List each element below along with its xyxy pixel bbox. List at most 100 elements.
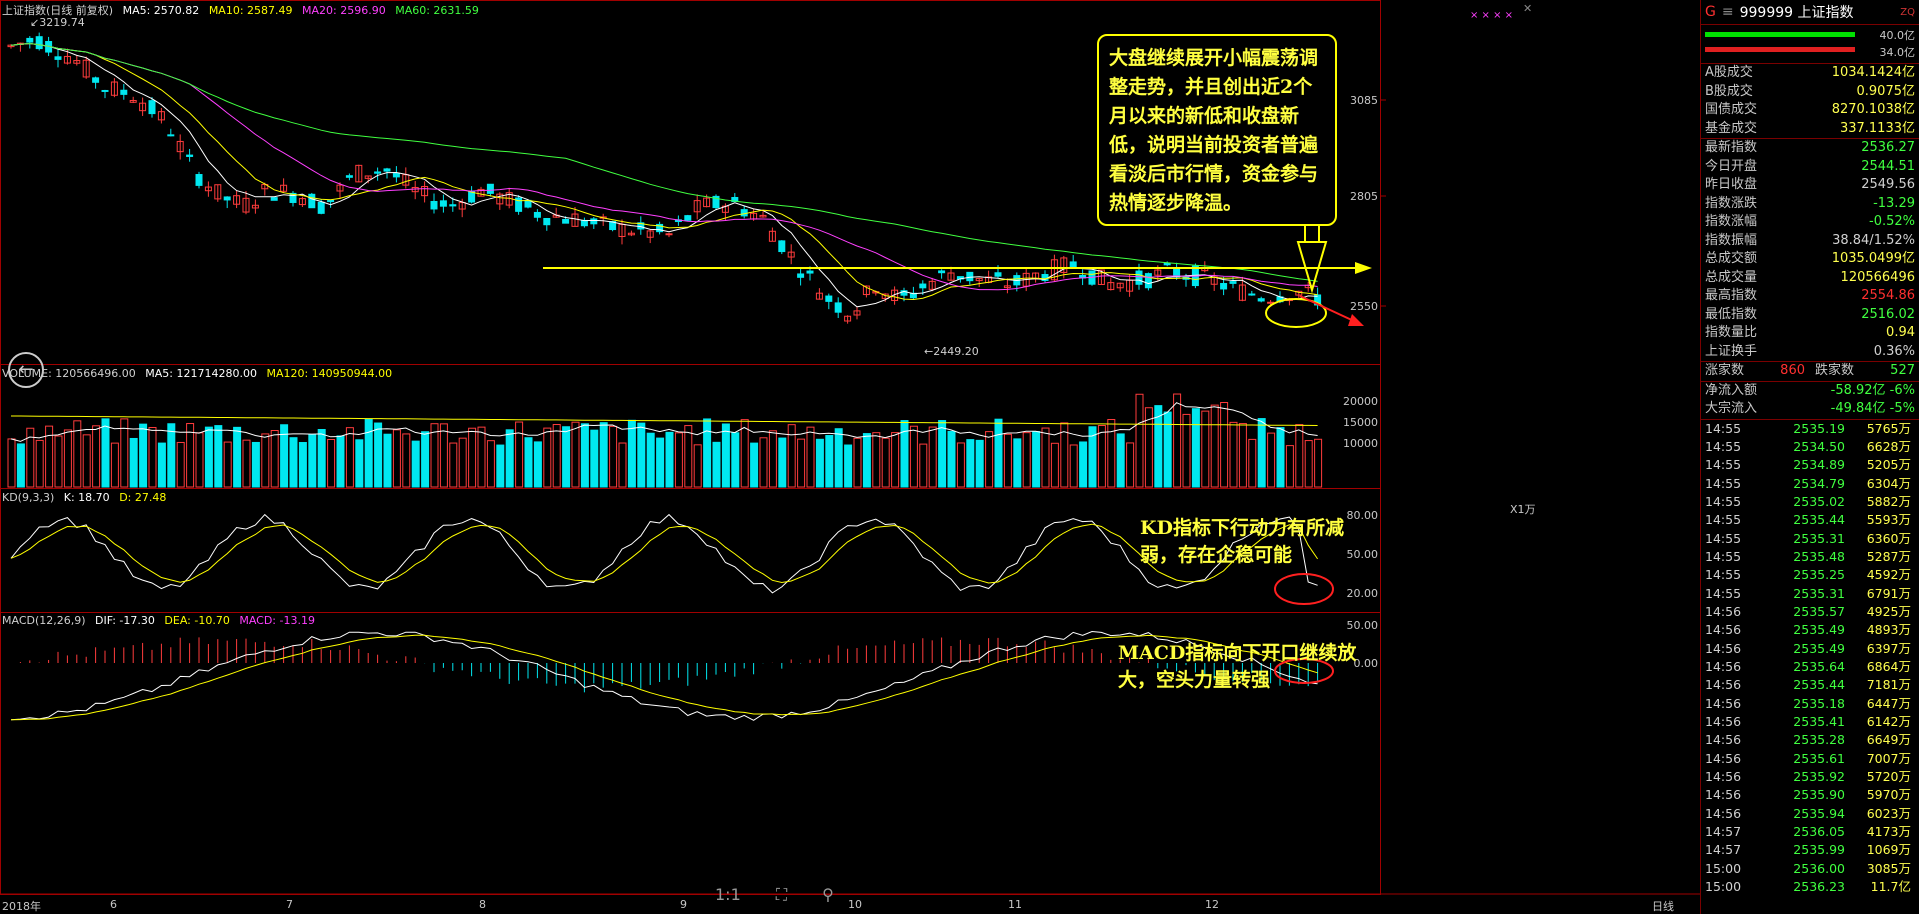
annotation-kd: KD指标下行动力有所减弱，存在企稳可能 [1140, 517, 1344, 566]
flow-value: -49.84亿 -5% [1830, 401, 1915, 416]
candle-body [195, 174, 203, 186]
candle-body [778, 240, 786, 253]
tick-price: 2535.44 [1793, 512, 1845, 528]
tick-volume: 4173万 [1866, 824, 1911, 840]
tick-time: 14:55 [1705, 438, 1742, 454]
volume-bar [985, 431, 994, 488]
quote-label: 总成交额 [1705, 251, 1758, 266]
quote-label: 指数涨幅 [1705, 214, 1758, 229]
candle-body [646, 230, 654, 238]
volume-bar [505, 429, 514, 488]
volume-bar [1248, 438, 1257, 488]
tick-list[interactable]: 14:55 2535.19 5765万 14:55 2534.50 6628万 14:55 2… [1701, 420, 1919, 897]
zoom-icon[interactable]: ⚲ [822, 885, 834, 904]
x-label-5: 10 [848, 898, 862, 911]
candle-body [327, 199, 335, 203]
low-label: ←2449.20 [924, 345, 979, 358]
candle-body [392, 173, 400, 178]
macd-legend: MACD(12,26,9) DIF: -17.30 DEA: -10.70 MA… [2, 614, 321, 627]
tick-time: 14:56 [1705, 750, 1742, 766]
candle-body [317, 201, 325, 214]
chart-marker: × × × × [1470, 10, 1514, 21]
volume-bar [45, 425, 54, 488]
up-label: 涨家数 [1705, 363, 1745, 378]
quote-row: 今日开盘 2544.51 [1701, 158, 1919, 177]
tick-row: 14:56 2535.57 4925万 [1701, 603, 1919, 621]
quote-row: 最新指数 2536.27 [1701, 139, 1919, 158]
turnover-row: B股成交 0.9075亿 [1701, 83, 1919, 102]
fit-icon[interactable]: ⛶ [775, 885, 788, 904]
volume-bar [1267, 432, 1276, 488]
volume-bar [1154, 405, 1163, 488]
tick-price: 2535.44 [1793, 677, 1845, 693]
candle-body [139, 102, 147, 112]
x-label-7: 12 [1205, 898, 1219, 911]
volume-bar [129, 437, 138, 488]
tick-price: 2536.23 [1793, 879, 1845, 895]
candle-body [524, 199, 532, 208]
tick-volume: 5765万 [1866, 420, 1911, 436]
candle-body [63, 55, 71, 64]
ratio-button[interactable]: 1:1 [715, 885, 741, 904]
tick-row: 14:55 2534.89 5205万 [1701, 456, 1919, 474]
tick-price: 2535.92 [1793, 769, 1845, 785]
volume-bar [778, 437, 787, 488]
chart-area[interactable]: 3085 2805 2550 20000 15000 10000 80.00 50.00 20.… [0, 0, 1700, 914]
volume-bar [421, 431, 430, 488]
volume-bar [1060, 422, 1069, 488]
candle-body [787, 251, 795, 258]
trend-arrow-head [1348, 314, 1364, 326]
kd-legend-d: D: 27.48 [119, 491, 167, 504]
volume-bar [1182, 413, 1191, 488]
tick-volume: 6791万 [1866, 585, 1911, 601]
bottom-tools: 1:1 ⛶ ⚲ [715, 885, 834, 905]
quote-row: 最高指数 2554.86 [1701, 287, 1919, 306]
bar-label-bottom: 34.0亿 [1879, 46, 1916, 59]
volume-bar [637, 422, 646, 488]
period-label[interactable]: 日线 [1652, 900, 1674, 913]
macd-legend-title: MACD(12,26,9) [2, 614, 86, 627]
candle-body [458, 202, 466, 210]
volume-bar [1013, 438, 1022, 488]
menu-icon[interactable]: ≡ [1721, 4, 1734, 20]
volume-bar [1201, 410, 1210, 488]
volume-bar [392, 429, 401, 488]
d-line [10, 523, 1319, 584]
tick-volume: 5287万 [1866, 548, 1911, 564]
chart-close-icon[interactable]: ✕ [1523, 2, 1533, 15]
tick-row: 14:56 2535.64 6864万 [1701, 658, 1919, 676]
volume-bar [571, 421, 580, 488]
back-circle-button[interactable]: ← [8, 352, 44, 388]
kline-chart[interactable]: 30852805255020000150001000080.0050.0020.… [0, 0, 1700, 914]
candle-body [486, 183, 494, 194]
price-tick-0: 3085 [1350, 94, 1378, 107]
candle-body [251, 204, 259, 209]
tick-price: 2535.31 [1793, 530, 1845, 546]
tick-row: 15:00 2536.23 11.7亿 [1701, 878, 1919, 896]
tick-price: 2535.94 [1793, 805, 1845, 821]
volume-bar [214, 425, 223, 488]
tick-row: 15:00 2536.00 3085万 [1701, 860, 1919, 878]
tick-price: 2535.49 [1793, 622, 1845, 638]
flow-row: 净流入额 -58.92亿 -6% [1701, 382, 1919, 401]
candle-body [439, 200, 447, 207]
volume-bar [468, 427, 477, 488]
candle-body [768, 230, 776, 242]
volume-bar [909, 425, 918, 488]
candle-body [806, 270, 814, 274]
volume-bar [552, 424, 561, 488]
candle-body [533, 211, 541, 218]
updown-section: 涨家数 860 跌家数 527 [1701, 362, 1919, 382]
volume-bar [1285, 445, 1294, 488]
candle-body [73, 60, 81, 64]
dea-line [10, 634, 1318, 721]
volume-bar [928, 426, 937, 488]
volume-bar [938, 420, 947, 488]
candle-body [580, 219, 588, 227]
ma60-line [10, 42, 1318, 282]
volume-bar [768, 430, 777, 488]
ma20-line [10, 42, 1318, 291]
candle-body [1163, 262, 1171, 266]
candle-body [280, 184, 288, 192]
volume-bar [656, 437, 665, 488]
